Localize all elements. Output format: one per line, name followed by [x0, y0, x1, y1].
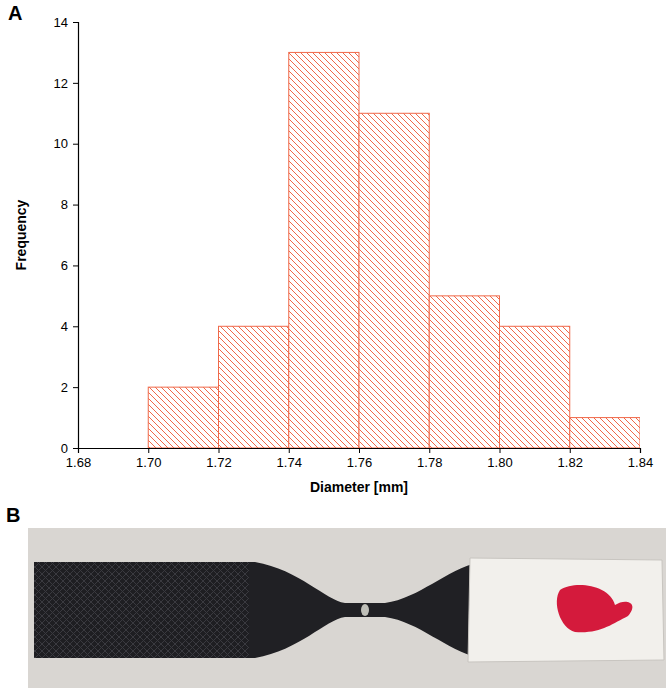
tick: 2: [61, 380, 78, 395]
tick-mark: [73, 265, 78, 266]
tick-mark: [429, 448, 430, 453]
tick-label: 1.72: [206, 455, 231, 470]
tick: 1.76: [347, 448, 372, 470]
tick: 14: [54, 15, 78, 30]
x-axis-line: [79, 449, 641, 454]
plot: 1.68 1.70 1.72 1.74 1.76 1.78 1.80 1.82 1.84 0 2 4 6…: [13, 15, 653, 495]
y-axis-line: [73, 23, 79, 449]
figure: 1.68 1.70 1.72 1.74 1.76 1.78 1.80 1.82 1.84 0 2 4 6…: [0, 0, 670, 693]
tick-mark: [73, 22, 78, 23]
x-axis: 1.68 1.70 1.72 1.74 1.76 1.78 1.80 1.82 1.84: [66, 448, 653, 470]
histogram-bar: [359, 113, 429, 448]
tick-mark: [219, 448, 220, 453]
tick-label: 12: [54, 76, 68, 91]
histogram-bar: [289, 52, 359, 448]
tick: 1.72: [206, 448, 231, 470]
tick-label: 1.78: [417, 455, 442, 470]
tick: 8: [61, 197, 78, 212]
tick-mark: [570, 448, 571, 453]
tick: 0: [61, 441, 78, 456]
tick-mark: [73, 144, 78, 145]
tick: 1.84: [628, 448, 653, 470]
tick-label: 8: [61, 197, 68, 212]
tick: 1.68: [66, 448, 91, 470]
histogram-bar: [500, 326, 570, 448]
x-axis-title: Diameter [mm]: [310, 479, 408, 495]
specimen-photo: [28, 528, 666, 688]
tick-mark: [73, 326, 78, 327]
tick-label: 1.74: [277, 455, 302, 470]
bars: [148, 52, 640, 448]
tick-mark: [640, 448, 641, 453]
tick-label: 1.82: [558, 455, 583, 470]
specimen-grip: [34, 562, 249, 658]
tick-mark: [73, 448, 78, 449]
tick-mark: [359, 448, 360, 453]
tick-label: 14: [54, 15, 68, 30]
tick-mark: [73, 205, 78, 206]
tick: 10: [54, 136, 78, 151]
tick: 6: [61, 258, 78, 273]
tick-label: 6: [61, 258, 68, 273]
photo-background: [28, 528, 666, 688]
tick: 1.78: [417, 448, 442, 470]
panel-label: B: [6, 504, 20, 526]
tick: 1.82: [558, 448, 583, 470]
tape: [468, 558, 664, 662]
tick-label: 1.76: [347, 455, 372, 470]
tick-label: 1.68: [66, 455, 91, 470]
red-mark: [557, 585, 633, 632]
tick-mark: [148, 448, 149, 453]
histogram-bar: [148, 387, 218, 448]
tick-label: 2: [61, 380, 68, 395]
tick-mark: [73, 83, 78, 84]
tick-mark: [500, 448, 501, 453]
tick: 1.74: [277, 448, 302, 470]
histogram-bar: [429, 296, 499, 448]
tick-label: 1.84: [628, 455, 653, 470]
tick-label: 0: [61, 441, 68, 456]
tick-mark: [73, 387, 78, 388]
y-axis: 0 2 4 6 8 10 12 14: [54, 15, 79, 456]
panel-label: A: [8, 2, 22, 24]
tick-label: 4: [61, 319, 68, 334]
y-axis-title: Frequency: [13, 199, 29, 270]
tick-label: 1.70: [136, 455, 161, 470]
histogram-bar: [570, 418, 640, 448]
tick: 12: [54, 76, 78, 91]
tick-mark: [289, 448, 290, 453]
tick: 1.80: [487, 448, 512, 470]
specimen: [34, 562, 480, 658]
tick: 4: [61, 319, 78, 334]
tick: 1.70: [136, 448, 161, 470]
tick-label: 10: [54, 136, 68, 151]
fracture-point: [361, 604, 369, 616]
histogram-bar: [219, 326, 289, 448]
tick-label: 1.80: [487, 455, 512, 470]
